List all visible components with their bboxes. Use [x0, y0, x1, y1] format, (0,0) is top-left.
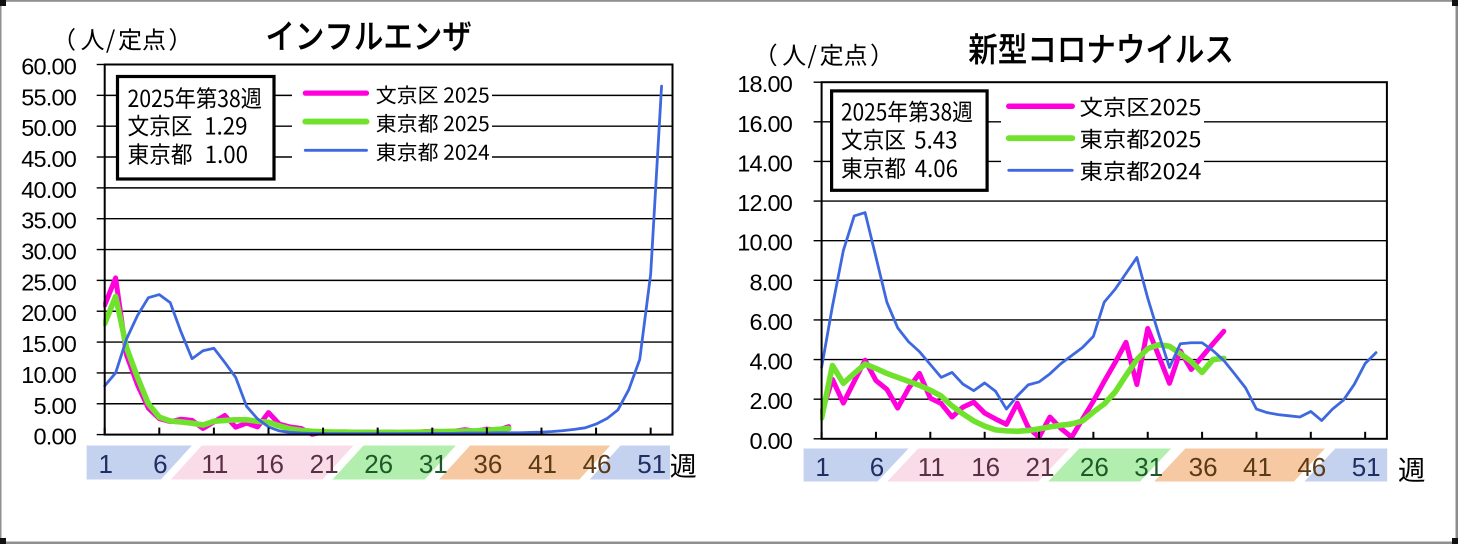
svg-text:16: 16 — [255, 449, 284, 479]
svg-text:8.00: 8.00 — [749, 269, 792, 295]
svg-text:36: 36 — [473, 449, 502, 479]
svg-text:12.00: 12.00 — [737, 190, 793, 216]
svg-text:0.00: 0.00 — [33, 424, 76, 450]
svg-text:11: 11 — [918, 452, 945, 482]
svg-text:60.00: 60.00 — [21, 54, 77, 80]
svg-text:45.00: 45.00 — [21, 146, 77, 172]
svg-text:15.00: 15.00 — [21, 331, 77, 357]
svg-text:16: 16 — [971, 452, 1000, 482]
svg-text:55.00: 55.00 — [21, 84, 77, 110]
svg-text:10.00: 10.00 — [737, 230, 793, 256]
svg-text:46: 46 — [1297, 452, 1326, 482]
svg-text:31: 31 — [1134, 452, 1163, 482]
svg-text:6: 6 — [870, 452, 884, 482]
svg-text:6: 6 — [153, 449, 167, 479]
svg-text:50.00: 50.00 — [21, 115, 77, 141]
svg-text:41: 41 — [528, 449, 557, 479]
svg-text:1: 1 — [98, 449, 112, 479]
svg-text:11: 11 — [201, 449, 228, 479]
svg-text:10.00: 10.00 — [21, 362, 77, 388]
svg-text:31: 31 — [419, 449, 448, 479]
svg-text:18.00: 18.00 — [737, 71, 793, 97]
svg-text:14.00: 14.00 — [737, 150, 793, 176]
svg-text:21: 21 — [1026, 452, 1055, 482]
svg-text:46: 46 — [583, 449, 612, 479]
svg-text:2.00: 2.00 — [749, 388, 792, 414]
svg-text:5.00: 5.00 — [33, 393, 76, 419]
svg-text:16.00: 16.00 — [737, 111, 793, 137]
svg-text:35.00: 35.00 — [21, 208, 77, 234]
svg-text:51: 51 — [637, 449, 666, 479]
svg-text:41: 41 — [1243, 452, 1272, 482]
svg-text:30.00: 30.00 — [21, 239, 77, 265]
svg-text:40.00: 40.00 — [21, 177, 77, 203]
svg-text:26: 26 — [1080, 452, 1109, 482]
svg-text:4.00: 4.00 — [749, 349, 792, 375]
svg-text:25.00: 25.00 — [21, 269, 77, 295]
svg-text:21: 21 — [310, 449, 339, 479]
svg-text:26: 26 — [364, 449, 393, 479]
svg-text:1: 1 — [815, 452, 829, 482]
svg-text:0.00: 0.00 — [749, 428, 792, 454]
svg-text:6.00: 6.00 — [749, 309, 792, 335]
svg-text:36: 36 — [1189, 452, 1218, 482]
svg-text:51: 51 — [1352, 452, 1381, 482]
svg-text:20.00: 20.00 — [21, 300, 77, 326]
